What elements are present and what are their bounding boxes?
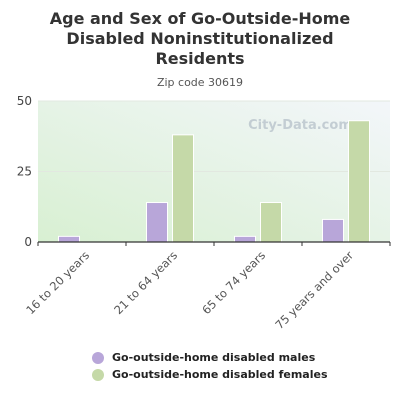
y-tick-label: 25 — [17, 165, 32, 179]
legend-item-females: Go-outside-home disabled females — [92, 366, 328, 383]
bar-males — [234, 235, 256, 243]
chart-title-line-3: Residents — [155, 49, 245, 68]
bar-males — [146, 202, 168, 243]
legend-label-males: Go-outside-home disabled males — [112, 351, 316, 364]
bar-females — [260, 202, 282, 243]
legend-swatch-males — [92, 351, 104, 364]
x-tick-label: 21 to 64 years — [111, 248, 180, 317]
chart-subtitle: Zip code 30619 — [156, 76, 244, 89]
x-tick-label: 75 years and over — [272, 248, 356, 332]
x-tick-label: 65 to 74 years — [199, 248, 268, 317]
bar-females — [172, 134, 194, 243]
bar-males — [322, 218, 344, 243]
legend: Go-outside-home disabled males Go-outsid… — [92, 349, 328, 383]
watermark: City-Data.com — [248, 118, 352, 133]
legend-label-females: Go-outside-home disabled females — [112, 368, 328, 381]
chart-title-line-1: Age and Sex of Go-Outside-Home — [49, 9, 351, 28]
chart-title: Age and Sex of Go-Outside-Home Disabled … — [0, 9, 400, 69]
bar-females — [348, 120, 370, 243]
y-tick-label: 50 — [17, 94, 32, 108]
x-tick-label: 16 to 20 years — [23, 248, 92, 317]
legend-item-males: Go-outside-home disabled males — [92, 349, 328, 366]
bar-males — [58, 235, 80, 243]
y-tick-label: 0 — [24, 235, 32, 249]
chart-title-line-2: Disabled Noninstitutionalized — [66, 29, 334, 48]
legend-swatch-females — [92, 368, 104, 381]
